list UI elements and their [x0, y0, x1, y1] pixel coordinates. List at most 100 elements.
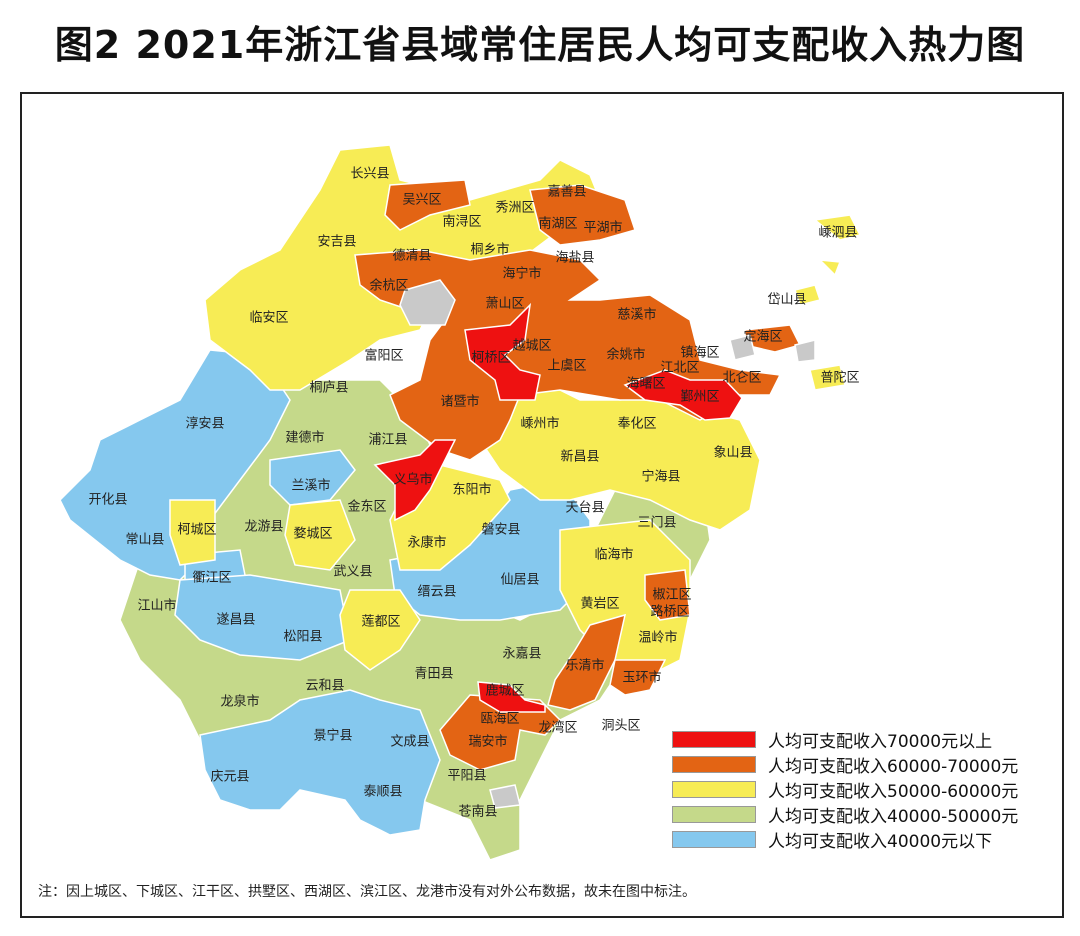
legend-swatch [672, 756, 756, 773]
region-label: 淳安县 [185, 416, 224, 432]
region-label: 路桥区 [650, 604, 689, 620]
region-label: 缙云县 [417, 585, 456, 600]
region-label: 海曙区 [626, 377, 665, 392]
region-label: 天台县 [565, 501, 604, 516]
legend-item-40k-50k: 人均可支配收入40000-50000元 [672, 802, 1064, 827]
region-fill-over70k-ningbo [623, 369, 743, 421]
region-fill-60k-70k-huzhou [384, 179, 471, 231]
region-label: 海盐县 [555, 251, 594, 266]
region-label: 苍南县 [458, 804, 497, 820]
region-label: 开化县 [88, 493, 127, 508]
region-label: 临安区 [249, 311, 288, 326]
region-label: 余姚市 [606, 347, 645, 363]
region-label: 建德市 [285, 430, 324, 446]
region-fill-no-data-longgang [489, 784, 521, 809]
region-label: 富阳区 [364, 348, 403, 364]
region-label: 龙泉市 [220, 694, 259, 710]
legend-label: 人均可支配收入40000-50000元 [768, 807, 1019, 827]
legend-item-50k-60k: 人均可支配收入50000-60000元 [672, 777, 1064, 802]
region-label: 江北区 [660, 361, 699, 376]
region-label: 青田县 [414, 667, 453, 682]
region-label: 文成县 [390, 735, 429, 750]
region-label: 黄岩区 [580, 597, 619, 612]
region-label: 龙游县 [244, 520, 283, 535]
region-label: 莲都区 [361, 615, 400, 630]
region-label: 鄞州区 [680, 390, 719, 405]
region-label: 定海区 [743, 330, 782, 345]
legend-label: 人均可支配收入70000元以上 [768, 732, 993, 752]
region-label: 云和县 [305, 679, 344, 694]
region-fill-60k-70k-hangzhou-east [354, 249, 782, 461]
region-fill-50k-60k-liandu [339, 589, 421, 671]
region-fill-50k-60k-kecheng [169, 499, 216, 566]
region-label: 仙居县 [500, 573, 539, 588]
region-label: 椒江区 [652, 588, 691, 603]
region-fill-50k-60k-islands [794, 214, 862, 391]
region-label: 三门县 [637, 516, 676, 531]
region-label: 镇海区 [680, 346, 719, 361]
map-title: 图2 2021年浙江省县域常住居民人均可支配收入热力图 [54, 23, 1026, 67]
legend-item-60k-70k: 人均可支配收入60000-70000元 [672, 752, 1064, 777]
region-label: 上虞区 [547, 359, 586, 374]
region-fill-60k-70k-jiaojiang [644, 569, 691, 621]
region-label: 洞头区 [601, 719, 640, 734]
region-label: 奉化区 [617, 417, 656, 432]
footnote: 注：因上城区、下城区、江干区、拱墅区、西湖区、滨江区、龙港市没有对外公布数据，故… [38, 884, 696, 900]
legend-item-under40k: 人均可支配收入40000元以下 [672, 827, 1064, 852]
region-label: 柯桥区 [471, 351, 510, 366]
region-fill-50k-60k-east [479, 379, 761, 531]
region-fill-60k-70k-jiaxing [529, 184, 636, 246]
region-label: 永嘉县 [502, 647, 541, 662]
region-fill-over70k-keqiao [464, 302, 541, 401]
region-label: 磐安县 [481, 523, 520, 538]
legend-label: 人均可支配收入50000-60000元 [768, 782, 1019, 802]
region-label: 普陀区 [820, 370, 859, 386]
region-label: 东阳市 [452, 482, 491, 498]
region-fill-60k-70k-yuhuan [609, 659, 667, 696]
region-label: 婺城区 [293, 526, 332, 542]
region-label: 岱山县 [767, 293, 806, 308]
region-label: 温岭市 [638, 630, 677, 646]
region-label: 常山县 [125, 533, 164, 548]
region-fill-under40k-west [59, 349, 291, 581]
region-label: 嵊州市 [520, 416, 559, 432]
region-label: 遂昌县 [216, 613, 255, 628]
region-label: 嘉善县 [547, 184, 586, 200]
region-label: 平湖市 [583, 220, 622, 236]
region-label: 景宁县 [313, 728, 352, 744]
region-label: 桐庐县 [309, 381, 348, 396]
region-label: 平阳县 [447, 769, 486, 784]
region-fill-under40k-lanxi [269, 449, 356, 506]
map-legend: 人均可支配收入70000元以上 人均可支配收入60000-70000元 人均可支… [672, 727, 1064, 852]
region-label: 萧山区 [485, 297, 524, 312]
region-label: 海宁市 [502, 266, 541, 282]
region-label: 江山市 [137, 598, 176, 614]
region-label: 宁海县 [641, 469, 680, 485]
region-label: 诸暨市 [440, 394, 479, 410]
region-label: 衢江区 [192, 571, 231, 586]
region-label: 玉环市 [622, 670, 661, 686]
region-fill-60k-70k-yueqing [547, 613, 627, 711]
region-label: 慈溪市 [617, 307, 656, 323]
region-label: 鹿城区 [485, 683, 524, 699]
region-label: 秀洲区 [495, 201, 534, 216]
region-label: 北仑区 [722, 371, 761, 386]
region-label: 长兴县 [350, 167, 389, 182]
legend-swatch [672, 781, 756, 798]
region-fill-no-data-zhoushan [729, 334, 816, 363]
region-label: 越城区 [512, 339, 551, 354]
region-label: 兰溪市 [291, 478, 330, 494]
region-label: 德清县 [392, 249, 431, 264]
region-label: 嵊泗县 [818, 226, 857, 241]
legend-swatch [672, 806, 756, 823]
region-label: 安吉县 [317, 235, 356, 250]
region-label: 桐乡市 [470, 242, 509, 258]
region-label: 松阳县 [283, 630, 322, 645]
legend-label: 人均可支配收入60000-70000元 [768, 757, 1019, 777]
region-label: 泰顺县 [363, 785, 402, 800]
region-label: 吴兴区 [402, 193, 441, 208]
legend-swatch [672, 831, 756, 848]
region-fill-no-data-hangzhou [399, 279, 456, 326]
region-label: 义乌市 [393, 472, 432, 488]
